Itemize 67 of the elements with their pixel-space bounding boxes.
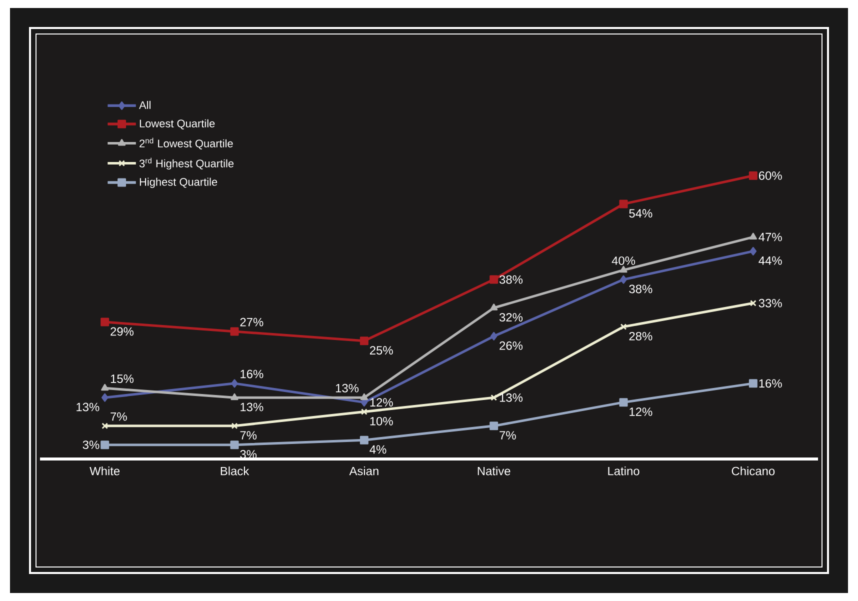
data-label: 28% <box>629 332 652 340</box>
point <box>750 246 757 256</box>
data-label: 12% <box>630 408 652 416</box>
data-label: 15% <box>110 374 134 383</box>
point <box>490 304 498 310</box>
point <box>101 393 108 402</box>
point <box>231 422 238 430</box>
data-label: 13% <box>76 402 100 412</box>
point <box>230 327 239 336</box>
point <box>619 398 628 407</box>
point <box>620 324 627 330</box>
data-label: 4% <box>370 445 386 454</box>
point <box>230 393 238 400</box>
legend-label: 3$^{rd}$ Highest Quartile <box>139 158 234 170</box>
data-label: 54% <box>629 209 652 218</box>
point <box>620 266 628 273</box>
data-label: 29% <box>110 327 134 336</box>
point <box>490 275 498 284</box>
data-label: 33% <box>758 298 782 308</box>
data-label: 13% <box>336 384 359 392</box>
data-label: 44% <box>758 256 782 265</box>
legend-label: All <box>139 100 150 109</box>
data-label: 12% <box>370 398 393 407</box>
legend-label: 2$^{nd}$ Lowest Quartile <box>140 138 233 150</box>
point <box>360 393 368 400</box>
point <box>101 384 109 391</box>
point <box>748 379 758 388</box>
point <box>360 436 368 444</box>
point <box>360 336 368 346</box>
data-label: 16% <box>759 379 782 388</box>
point <box>360 408 368 415</box>
x-tick-label: Black <box>220 466 250 476</box>
point <box>231 379 238 388</box>
x-tick-label: Asian <box>349 466 378 476</box>
point <box>100 440 110 450</box>
x-tick-label: Chicano <box>732 466 775 476</box>
point <box>620 275 627 284</box>
x-tick-label: Native <box>478 466 510 476</box>
point <box>490 332 498 340</box>
point <box>230 440 239 450</box>
point <box>100 318 110 326</box>
data-label: 10% <box>370 416 393 426</box>
data-label: 25% <box>370 346 393 355</box>
data-label: 7% <box>110 412 127 421</box>
data-label: 7% <box>240 431 257 440</box>
data-label: 27% <box>240 318 264 326</box>
data-label: 13% <box>240 402 264 412</box>
data-label: 47% <box>758 232 782 242</box>
data-label: 32% <box>499 313 523 322</box>
point <box>749 232 757 240</box>
data-label: 38% <box>499 275 523 284</box>
x-tick-label: White <box>90 466 120 476</box>
data-label: 13% <box>500 393 523 402</box>
point <box>619 200 628 208</box>
data-label: 60% <box>758 171 782 180</box>
x-tick-label: Latino <box>608 466 640 476</box>
point <box>490 394 498 401</box>
data-label: 7% <box>500 431 516 440</box>
data-label: 26% <box>500 341 523 350</box>
legend-label: Highest Quartile <box>140 178 218 188</box>
data-label: 16% <box>240 370 264 378</box>
data-label: 40% <box>612 256 636 265</box>
legend-label: Lowest Quartile <box>140 119 215 130</box>
point <box>748 171 758 180</box>
data-label: 3% <box>82 440 100 450</box>
point <box>490 422 498 430</box>
data-label: 38% <box>629 284 652 294</box>
